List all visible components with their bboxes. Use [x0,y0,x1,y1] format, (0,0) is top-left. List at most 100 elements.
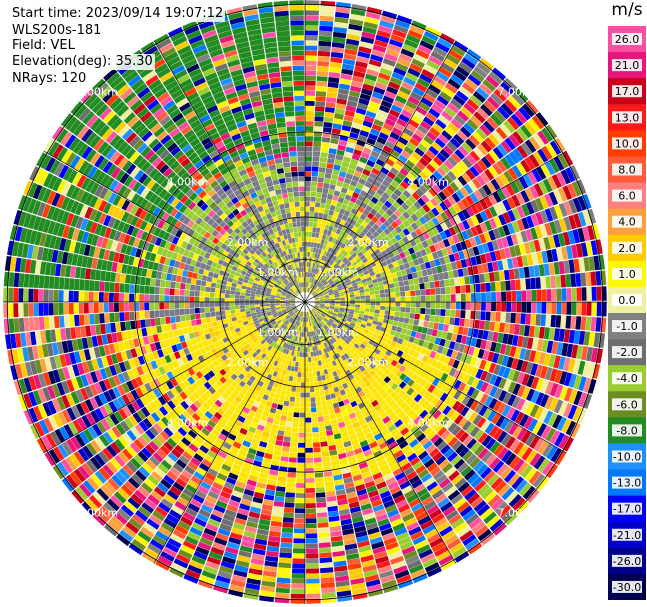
range-gate [389,244,397,252]
range-gate [315,101,326,107]
range-gate [436,370,444,380]
range-gate [305,211,310,217]
range-gate [428,274,434,282]
range-gate [320,286,326,291]
range-gate [402,190,412,199]
range-gate [480,532,495,546]
range-gate [301,372,305,378]
range-gate [406,207,414,216]
range-gate [371,428,381,436]
range-gate [392,162,402,172]
range-gate [390,213,398,221]
range-gate [317,264,322,270]
range-gate [383,432,393,441]
range-gate [375,242,382,249]
range-gate [394,254,402,261]
range-gate [394,266,401,273]
range-gate [477,447,489,460]
range-gate [311,412,318,418]
range-gate [320,271,324,277]
range-gate [347,272,353,277]
range-gate [454,149,465,160]
range-gate [373,416,382,424]
range-gate [418,207,427,216]
range-gate [386,324,393,330]
range-gate [393,24,409,34]
range-gate [324,476,334,482]
range-gate [305,141,313,147]
range-gate [329,297,335,300]
range-gate [439,91,452,102]
range-gate [362,411,371,419]
range-gate [368,155,378,163]
range-gate [366,334,372,340]
range-gate [399,167,409,177]
range-gate [343,365,349,372]
range-gate [288,401,295,407]
range-gate [435,302,441,309]
range-gate [367,330,374,336]
range-gate [462,509,476,521]
range-gate [325,303,330,305]
range-gate [471,377,480,388]
range-gate [368,241,375,248]
range-gate [450,411,460,422]
range-gate [325,485,335,492]
range-gate [418,184,428,194]
range-gate [539,224,548,238]
range-gate [514,244,522,257]
range-gate [414,228,423,237]
range-gate [305,85,316,91]
range-gate [391,403,400,411]
range-gate [448,387,458,398]
range-gate [525,201,535,215]
range-gate [295,498,305,504]
range-gate [318,328,323,334]
range-gate [317,50,331,57]
range-gate [521,447,533,461]
range-gate [320,10,335,17]
range-gate [353,287,359,292]
range-gate [340,297,345,300]
range-gate [345,38,360,46]
range-gate [358,402,366,410]
range-gate [482,263,489,273]
range-gate [501,302,507,312]
range-gate [320,202,326,209]
range-gate [305,40,318,46]
range-gate [365,224,372,231]
range-gate [329,184,336,191]
range-gate [475,255,482,265]
range-gate [486,515,501,528]
range-gate [353,343,360,349]
range-gate [436,152,447,163]
range-gate [309,311,312,316]
range-gate [344,339,350,345]
range-gate [353,117,364,125]
range-gate [525,402,535,416]
range-gate [436,330,443,338]
range-gate [540,210,549,224]
range-gate [317,309,323,313]
range-gate [577,211,587,227]
range-gate [315,232,320,238]
range-gate [349,360,356,367]
range-gate [464,318,470,328]
range-gate [294,508,305,514]
range-gate [367,280,373,285]
range-gate [394,362,402,370]
range-gate [465,257,472,267]
range-gate [385,293,391,298]
range-gate [357,329,364,335]
range-gate [485,75,500,88]
range-gate [539,195,549,209]
range-gate [576,179,587,195]
range-gate [575,316,582,330]
range-gate [337,345,343,351]
range-gate [314,297,320,300]
range-gate [337,247,344,253]
range-gate [387,263,394,270]
range-gate [497,260,504,271]
range-gate [326,495,337,502]
range-gate [430,419,440,430]
